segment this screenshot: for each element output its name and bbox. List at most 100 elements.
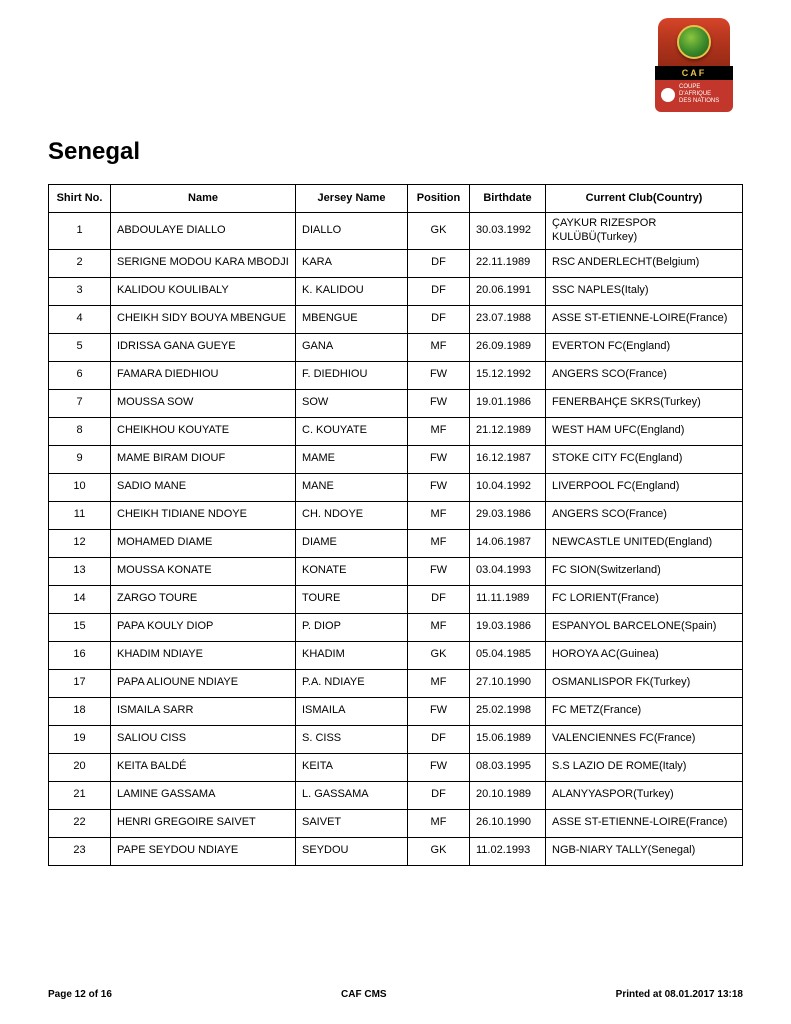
- cell-birthdate: 27.10.1990: [470, 669, 546, 697]
- cell-name: CHEIKH TIDIANE NDOYE: [111, 501, 296, 529]
- cell-club: ANGERS SCO(France): [546, 361, 743, 389]
- cell-position: FW: [408, 445, 470, 473]
- cell-birthdate: 19.03.1986: [470, 613, 546, 641]
- logo-top: [658, 18, 730, 66]
- cell-club: RSC ANDERLECHT(Belgium): [546, 249, 743, 277]
- cell-jersey: K. KALIDOU: [296, 277, 408, 305]
- cell-birthdate: 29.03.1986: [470, 501, 546, 529]
- table-row: 17PAPA ALIOUNE NDIAYEP.A. NDIAYEMF27.10.…: [49, 669, 743, 697]
- cell-jersey: KARA: [296, 249, 408, 277]
- cell-jersey: F. DIEDHIOU: [296, 361, 408, 389]
- footer-printed: Printed at 08.01.2017 13:18: [616, 989, 743, 1000]
- table-row: 8CHEIKHOU KOUYATEC. KOUYATEMF21.12.1989W…: [49, 417, 743, 445]
- table-row: 2SERIGNE MODOU KARA MBODJIKARADF22.11.19…: [49, 249, 743, 277]
- cell-shirt: 4: [49, 305, 111, 333]
- cell-position: MF: [408, 501, 470, 529]
- cell-jersey: ISMAILA: [296, 697, 408, 725]
- cell-birthdate: 25.02.1998: [470, 697, 546, 725]
- cell-birthdate: 30.03.1992: [470, 213, 546, 250]
- cell-birthdate: 23.07.1988: [470, 305, 546, 333]
- table-row: 7MOUSSA SOWSOWFW19.01.1986FENERBAHÇE SKR…: [49, 389, 743, 417]
- cell-birthdate: 20.06.1991: [470, 277, 546, 305]
- cell-club: EVERTON FC(England): [546, 333, 743, 361]
- cell-position: MF: [408, 669, 470, 697]
- cell-name: IDRISSA GANA GUEYE: [111, 333, 296, 361]
- cell-shirt: 12: [49, 529, 111, 557]
- africa-globe-icon: [677, 25, 711, 59]
- cell-position: GK: [408, 837, 470, 865]
- cell-club: FC SION(Switzerland): [546, 557, 743, 585]
- cell-club: STOKE CITY FC(England): [546, 445, 743, 473]
- cell-shirt: 14: [49, 585, 111, 613]
- cell-name: MOHAMED DIAME: [111, 529, 296, 557]
- cell-position: MF: [408, 529, 470, 557]
- table-row: 16KHADIM NDIAYEKHADIMGK05.04.1985HOROYA …: [49, 641, 743, 669]
- cell-shirt: 9: [49, 445, 111, 473]
- table-row: 6FAMARA DIEDHIOUF. DIEDHIOUFW15.12.1992A…: [49, 361, 743, 389]
- cell-birthdate: 22.11.1989: [470, 249, 546, 277]
- cell-shirt: 16: [49, 641, 111, 669]
- cell-jersey: SAIVET: [296, 809, 408, 837]
- cell-jersey: SOW: [296, 389, 408, 417]
- logo-bottom: COUPE D'AFRIQUE DES NATIONS: [655, 80, 733, 112]
- cell-club: S.S LAZIO DE ROME(Italy): [546, 753, 743, 781]
- cell-name: MOUSSA KONATE: [111, 557, 296, 585]
- cell-birthdate: 14.06.1987: [470, 529, 546, 557]
- sponsor-circle-icon: [661, 88, 675, 102]
- page-footer: Page 12 of 16 CAF CMS Printed at 08.01.2…: [48, 989, 743, 1000]
- table-row: 4CHEIKH SIDY BOUYA MBENGUEMBENGUEDF23.07…: [49, 305, 743, 333]
- cell-club: NGB-NIARY TALLY(Senegal): [546, 837, 743, 865]
- cell-shirt: 7: [49, 389, 111, 417]
- cell-jersey: CH. NDOYE: [296, 501, 408, 529]
- logo-bottom-text: COUPE D'AFRIQUE DES NATIONS: [679, 84, 719, 106]
- cell-shirt: 18: [49, 697, 111, 725]
- footer-system: CAF CMS: [341, 989, 387, 1000]
- cell-shirt: 10: [49, 473, 111, 501]
- cell-jersey: DIALLO: [296, 213, 408, 250]
- cell-name: SERIGNE MODOU KARA MBODJI: [111, 249, 296, 277]
- table-row: 10SADIO MANEMANEFW10.04.1992LIVERPOOL FC…: [49, 473, 743, 501]
- cell-birthdate: 08.03.1995: [470, 753, 546, 781]
- cell-name: MOUSSA SOW: [111, 389, 296, 417]
- cell-club: WEST HAM UFC(England): [546, 417, 743, 445]
- col-name-header: Name: [111, 185, 296, 213]
- cell-name: KALIDOU KOULIBALY: [111, 277, 296, 305]
- roster-header-row: Shirt No. Name Jersey Name Position Birt…: [49, 185, 743, 213]
- cell-club: ALANYYASPOR(Turkey): [546, 781, 743, 809]
- cell-birthdate: 03.04.1993: [470, 557, 546, 585]
- logo-line1: COUPE: [679, 84, 719, 91]
- table-row: 11CHEIKH TIDIANE NDOYECH. NDOYEMF29.03.1…: [49, 501, 743, 529]
- cell-position: DF: [408, 585, 470, 613]
- cell-jersey: SEYDOU: [296, 837, 408, 865]
- cell-shirt: 23: [49, 837, 111, 865]
- cell-club: NEWCASTLE UNITED(England): [546, 529, 743, 557]
- cell-shirt: 11: [49, 501, 111, 529]
- cell-jersey: MAME: [296, 445, 408, 473]
- table-row: 20KEITA BALDÉKEITAFW08.03.1995S.S LAZIO …: [49, 753, 743, 781]
- table-row: 19SALIOU CISSS. CISSDF15.06.1989VALENCIE…: [49, 725, 743, 753]
- cell-club: ASSE ST-ETIENNE-LOIRE(France): [546, 809, 743, 837]
- cell-birthdate: 26.10.1990: [470, 809, 546, 837]
- cell-shirt: 6: [49, 361, 111, 389]
- logo-line2: D'AFRIQUE: [679, 91, 719, 98]
- cell-jersey: L. GASSAMA: [296, 781, 408, 809]
- cell-birthdate: 16.12.1987: [470, 445, 546, 473]
- cell-shirt: 8: [49, 417, 111, 445]
- page-title: Senegal: [48, 138, 743, 166]
- cell-name: ZARGO TOURE: [111, 585, 296, 613]
- cell-name: KHADIM NDIAYE: [111, 641, 296, 669]
- caf-logo: CAF COUPE D'AFRIQUE DES NATIONS: [655, 18, 733, 118]
- cell-name: CHEIKHOU KOUYATE: [111, 417, 296, 445]
- cell-name: PAPA KOULY DIOP: [111, 613, 296, 641]
- cell-birthdate: 15.12.1992: [470, 361, 546, 389]
- cell-birthdate: 19.01.1986: [470, 389, 546, 417]
- table-row: 3KALIDOU KOULIBALYK. KALIDOUDF20.06.1991…: [49, 277, 743, 305]
- table-row: 21LAMINE GASSAMAL. GASSAMADF20.10.1989AL…: [49, 781, 743, 809]
- cell-position: GK: [408, 213, 470, 250]
- cell-position: GK: [408, 641, 470, 669]
- cell-position: DF: [408, 305, 470, 333]
- cell-jersey: KONATE: [296, 557, 408, 585]
- cell-position: FW: [408, 473, 470, 501]
- page: CAF COUPE D'AFRIQUE DES NATIONS Senegal …: [0, 0, 791, 1024]
- cell-club: FENERBAHÇE SKRS(Turkey): [546, 389, 743, 417]
